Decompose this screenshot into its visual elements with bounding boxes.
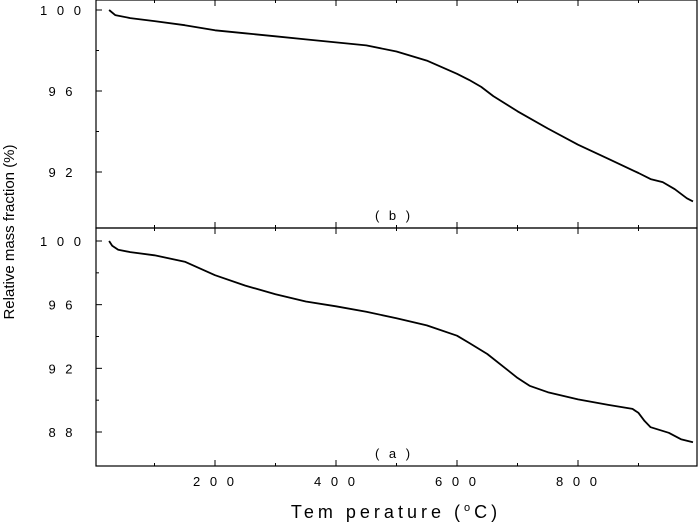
x-axis-title: Tem perature (oC) bbox=[291, 502, 501, 522]
y-tick-label: 1 0 0 bbox=[40, 234, 84, 249]
y-tick-label: 9 6 bbox=[48, 84, 75, 99]
y-tick-label: 9 2 bbox=[48, 165, 75, 180]
series-line-a bbox=[108, 240, 694, 444]
panel-frame-b bbox=[95, 0, 698, 229]
x-tick-label: 2 0 0 bbox=[193, 474, 237, 489]
y-tick-label: 8 8 bbox=[48, 425, 75, 440]
panel-frame-a bbox=[95, 227, 698, 467]
x-tick-label: 4 0 0 bbox=[314, 474, 358, 489]
y-tick-label: 1 0 0 bbox=[40, 3, 84, 18]
panel-label-b: ( b ) bbox=[375, 208, 413, 223]
panel-label-a: ( a ) bbox=[375, 446, 413, 461]
y-tick-label: 9 6 bbox=[48, 298, 75, 313]
y-tick-label: 9 2 bbox=[48, 361, 75, 376]
series-line-b bbox=[108, 9, 694, 203]
x-tick-label: 6 0 0 bbox=[435, 474, 479, 489]
x-tick-label: 8 0 0 bbox=[556, 474, 600, 489]
y-axis-title: Relative mass fraction (%) bbox=[1, 144, 18, 319]
